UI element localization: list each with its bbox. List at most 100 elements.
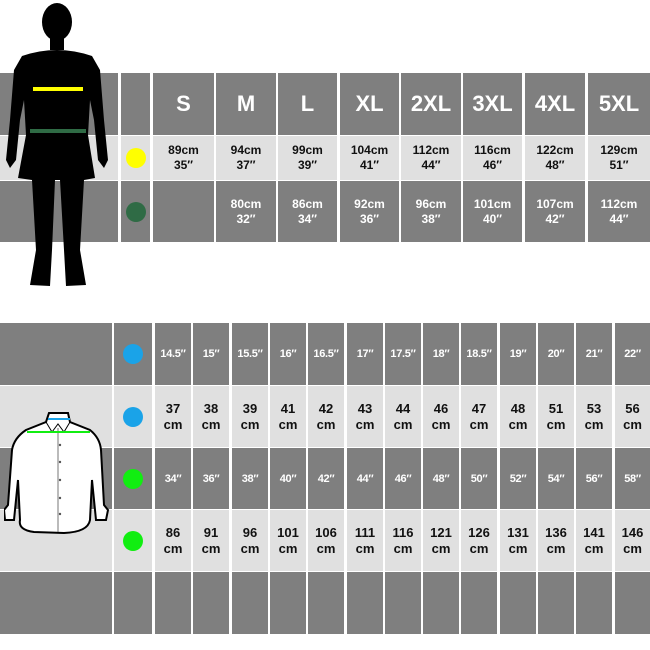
chest-indicator-yellow-dot <box>125 148 146 168</box>
chest-size-cm: 141 cm <box>576 510 612 571</box>
cm-value: 94cm <box>230 143 262 157</box>
measurement-cell: 86cm 34″ <box>278 181 337 242</box>
value: 38 <box>203 400 219 416</box>
cm-value: 107cm <box>536 196 574 211</box>
chest-size-cm: 96 cm <box>232 510 268 571</box>
collar-size-inch: 20″ <box>538 323 574 385</box>
cm-value: 116cm <box>474 143 511 157</box>
measurement-cell: 92cm 36″ <box>340 181 399 242</box>
value: 41 <box>280 400 296 416</box>
measurement-cell: 129cm 51″ <box>588 136 650 180</box>
value: 121 <box>430 524 452 540</box>
collar-size-cm: 39 cm <box>232 386 268 447</box>
unit: cm <box>316 540 336 556</box>
row-label-cell <box>0 323 112 385</box>
value: 106 <box>315 524 337 540</box>
size-label: L <box>300 91 315 116</box>
empty-cell <box>538 572 574 634</box>
value: 15″ <box>202 348 220 360</box>
size-label: XL <box>355 91 384 116</box>
empty-cell <box>385 572 421 634</box>
value: 42″ <box>317 472 335 485</box>
value: 54″ <box>547 472 565 485</box>
size-label: 5XL <box>598 91 640 116</box>
value: 53 <box>586 400 602 416</box>
value: 34″ <box>164 472 182 485</box>
unit: cm <box>163 416 183 432</box>
value: 20″ <box>547 348 565 360</box>
chest-size-cm: 116 cm <box>385 510 421 571</box>
indicator-cell <box>121 136 150 180</box>
value: 21″ <box>585 348 603 360</box>
value: 42 <box>318 400 334 416</box>
unit: cm <box>584 540 604 556</box>
collar-size-inch: 18.5″ <box>461 323 497 385</box>
value: 16.5″ <box>313 348 339 360</box>
measurement-cell: 89cm 35″ <box>153 136 214 180</box>
value: 17.5″ <box>390 348 416 360</box>
measurement-cell: 101cm 40″ <box>463 181 522 242</box>
chest-size-inch: 54″ <box>538 448 574 509</box>
unit: cm <box>546 416 566 432</box>
chest-size-cm: 91 cm <box>193 510 229 571</box>
collar-size-inch: 15.5″ <box>232 323 268 385</box>
size-header: L <box>278 73 337 135</box>
unit: cm <box>623 416 642 432</box>
collar-size-inch: 18″ <box>423 323 459 385</box>
measurement-cell: 112cm 44″ <box>588 181 650 242</box>
value: 91 <box>203 524 219 540</box>
unit: cm <box>201 540 221 556</box>
male-silhouette-icon <box>6 3 108 286</box>
cm-value: 99cm <box>292 143 323 157</box>
value: 101 <box>277 524 299 540</box>
indicator-cell <box>121 181 150 242</box>
cm-value: 122cm <box>536 143 574 157</box>
unit: cm <box>355 540 375 556</box>
unit: cm <box>546 540 566 556</box>
value: 38″ <box>241 472 259 485</box>
size-label: S <box>176 91 191 116</box>
collar-size-inch: 22″ <box>615 323 650 385</box>
empty-cell <box>500 572 536 634</box>
inch-value: 41″ <box>359 158 380 172</box>
size-header: 5XL <box>588 73 650 135</box>
size-header: S <box>153 73 214 135</box>
indicator-cell <box>114 572 152 634</box>
indicator-cell <box>114 510 152 571</box>
chest-size-cm: 111 cm <box>347 510 383 571</box>
value: 39 <box>242 400 258 416</box>
value: 15.5″ <box>237 348 263 360</box>
value: 131 <box>507 524 529 540</box>
chest-size-cm: 131 cm <box>500 510 536 571</box>
empty-cell <box>461 572 497 634</box>
collar-size-cm: 56 cm <box>615 386 650 447</box>
row-label-cell <box>0 181 118 242</box>
unit: cm <box>623 540 642 556</box>
unit: cm <box>316 416 336 432</box>
collar-size-cm: 41 cm <box>270 386 306 447</box>
empty-cell <box>576 572 612 634</box>
inch-value: 38″ <box>421 211 441 226</box>
measurement-cell: 104cm 41″ <box>340 136 399 180</box>
value: 18.5″ <box>466 348 492 360</box>
unit: cm <box>240 416 260 432</box>
unit: cm <box>278 416 298 432</box>
unit: cm <box>508 416 528 432</box>
measurement-cell: 112cm 44″ <box>401 136 461 180</box>
chest-size-cm: 126 cm <box>461 510 497 571</box>
indicator-cell <box>114 448 152 509</box>
collar-size-inch: 19″ <box>500 323 536 385</box>
empty-cell <box>347 572 383 634</box>
empty-cell <box>270 572 306 634</box>
inch-value: 51″ <box>609 158 629 172</box>
unit: cm <box>355 416 375 432</box>
measurement-cell: 80cm 32″ <box>216 181 276 242</box>
value: 40″ <box>279 472 297 485</box>
unit: cm <box>393 416 413 432</box>
row-label-cell <box>0 572 112 634</box>
cm-value: 80cm <box>230 196 262 211</box>
value: 47 <box>471 400 487 416</box>
collar-size-cm: 44 cm <box>385 386 421 447</box>
empty-cell <box>232 572 268 634</box>
value: 44″ <box>356 472 374 485</box>
